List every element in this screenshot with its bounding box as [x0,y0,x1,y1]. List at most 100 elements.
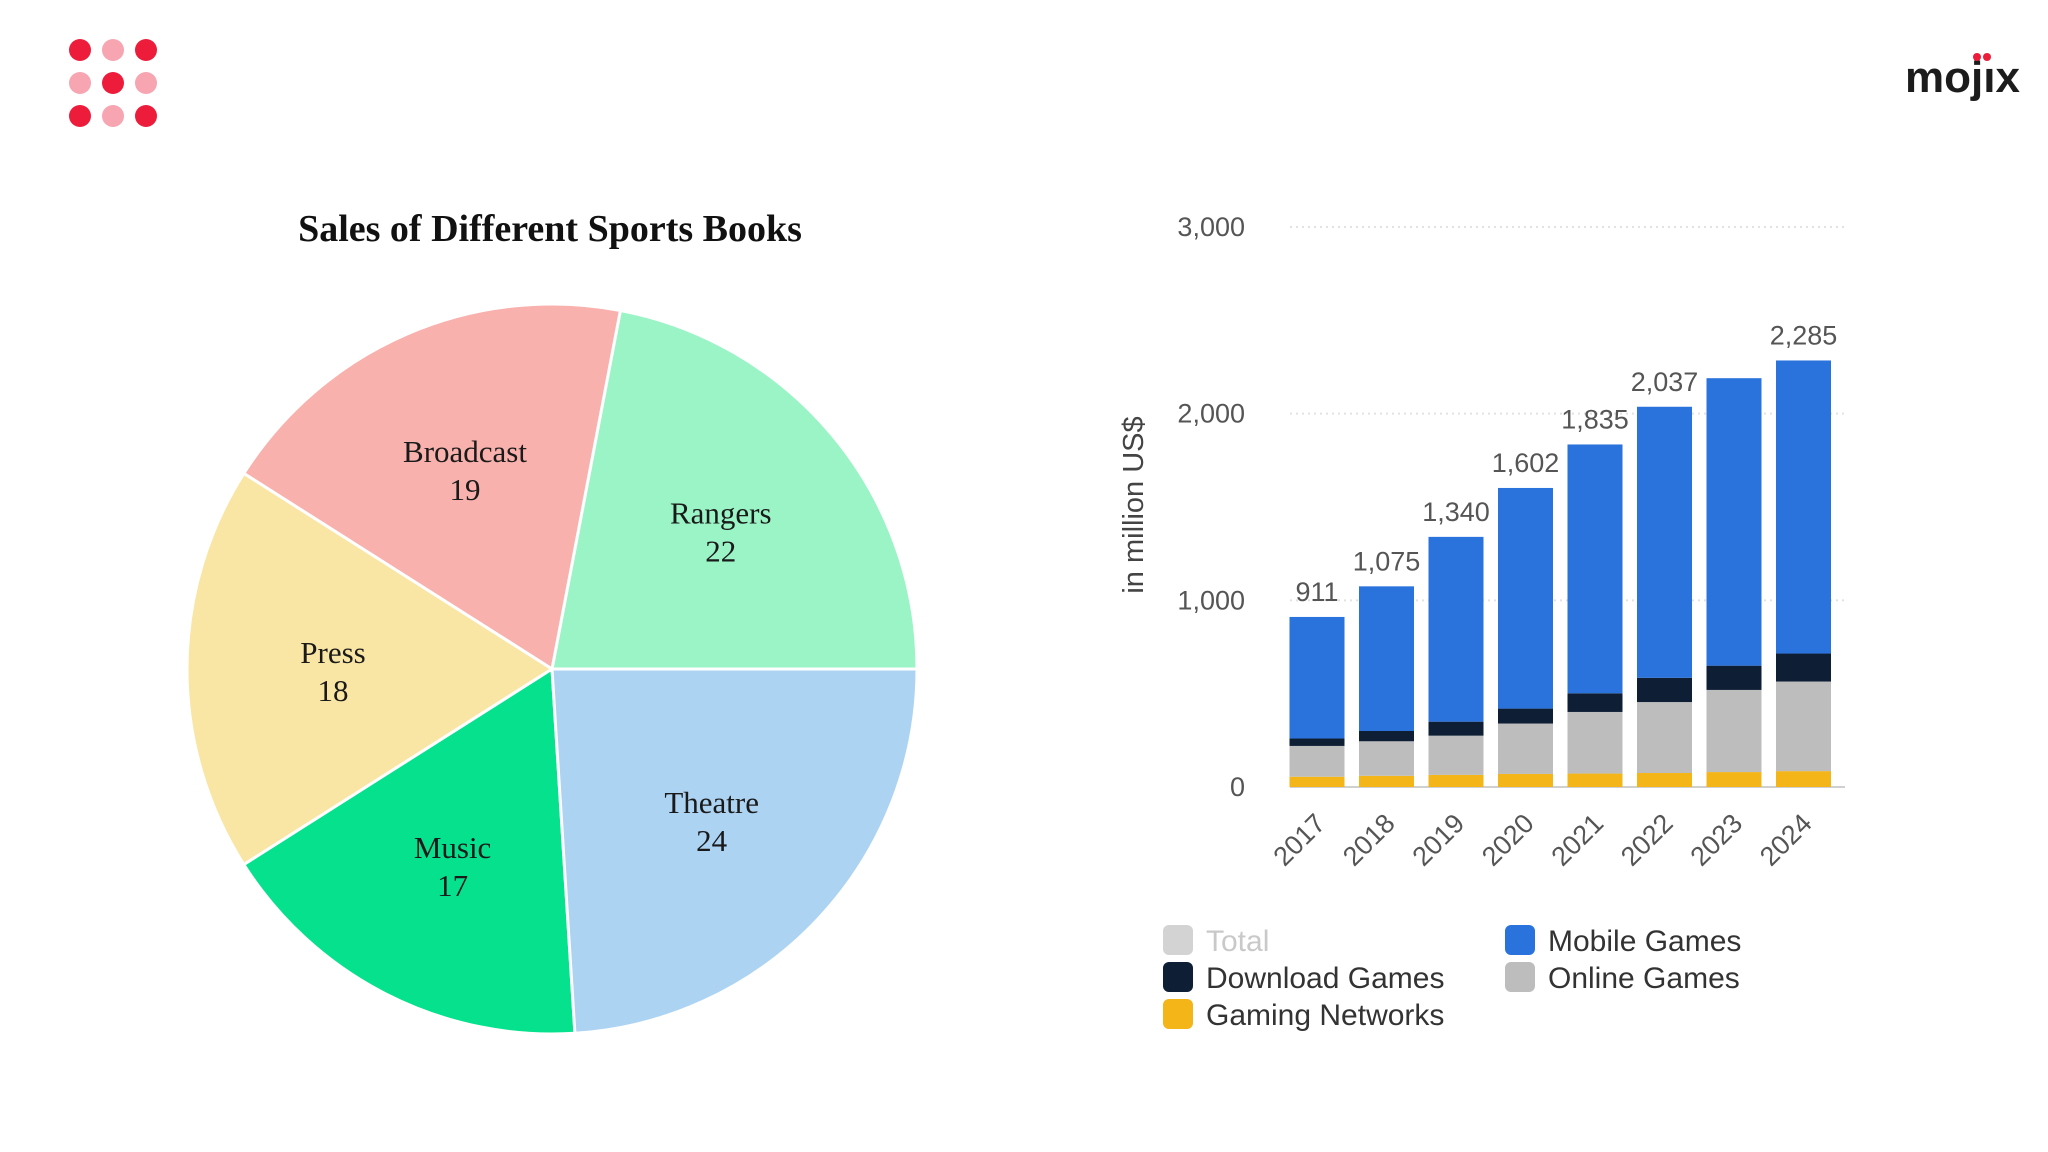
y-tick-label: 1,000 [1177,585,1245,615]
y-tick-label: 0 [1230,772,1245,802]
logo-dot-icon [69,39,91,61]
bar-stacks [1289,360,1831,787]
bar-segment-download-games [1289,738,1345,746]
bar-segment-online-games [1637,702,1692,773]
pie-slices [185,302,919,1036]
bar-total-label: 1,340 [1422,497,1490,527]
legend-swatch-icon [1163,962,1193,992]
logo-dot-icon [102,39,124,61]
y-axis-title: in million US$ [1118,416,1150,593]
pie-slice-music [241,666,577,1036]
x-tick-label: 2022 [1615,808,1679,872]
pie-value-theatre: 24 [696,823,728,858]
bar-total-label: 1,075 [1353,546,1421,576]
bar-segment-mobile-games [1706,378,1762,666]
legend-label: Gaming Networks [1206,999,1444,1032]
pie-slice-rangers [550,308,919,671]
bar-segment-online-games [1428,735,1484,775]
bar-segment-gaming-networks [1359,775,1414,787]
logo-dot-icon [69,72,91,94]
pie-slice-broadcast [241,302,623,672]
logo-dot-icon [69,105,91,127]
x-tick-label: 2024 [1754,808,1818,872]
y-axis-ticks: 0 1,000 2,000 3,000 [1177,212,1245,802]
brand-dot-left-icon [1973,53,1981,61]
y-tick-label: 2,000 [1177,399,1245,429]
bar-segment-download-games [1498,708,1553,724]
bar-total-label: 2,037 [1631,367,1699,397]
pie-value-rangers: 22 [705,533,736,568]
x-tick-label: 2018 [1337,808,1401,872]
logo-dot-icon [135,105,157,127]
bar-chart: 0 1,000 2,000 3,000 in million US$ 911 1,075… [1118,212,1845,1032]
bar-segment-mobile-games [1428,536,1484,722]
pie-label-rangers: Rangers [670,495,772,530]
bar-segment-online-games [1776,681,1831,772]
bar-segment-online-games [1567,711,1623,774]
bar-segment-gaming-networks [1498,773,1553,787]
x-tick-label: 2017 [1268,808,1332,872]
pie-slice-theatre [550,667,919,1035]
bar-segment-mobile-games [1289,616,1345,739]
pie-label-broadcast: Broadcast [403,434,527,469]
legend-label: Online Games [1548,962,1740,995]
logo-dot-icon [135,72,157,94]
logo-dot-icon [135,39,157,61]
bar-segment-gaming-networks [1776,771,1831,787]
x-tick-label: 2020 [1476,808,1540,872]
x-tick-label: 2019 [1407,808,1471,872]
bar-total-label: 1,602 [1492,448,1560,478]
bar-segment-mobile-games [1359,586,1414,731]
bar-segment-online-games [1289,745,1345,777]
bar-segment-gaming-networks [1428,774,1484,787]
bar-segment-gaming-networks [1706,772,1762,787]
x-axis-ticks: 2017 2018 2019 2020 2021 2022 2023 2024 [1268,808,1818,872]
bar-segment-download-games [1706,665,1762,690]
pie-title: Sales of Different Sports Books [298,208,802,250]
bar-segment-download-games [1359,731,1414,742]
brand-logo: mojıx [1905,53,2020,102]
logo-dot-icon [102,72,124,94]
pie-value-music: 17 [437,868,468,903]
bar-segment-mobile-games [1567,444,1623,694]
logo-dots-icon [69,39,157,127]
bar-segment-download-games [1567,693,1623,712]
legend-label: Download Games [1206,962,1444,995]
pie-label-music: Music [414,830,492,865]
pie-slice-press [185,471,555,867]
bar-segment-gaming-networks [1289,776,1345,787]
x-tick-label: 2021 [1546,808,1610,872]
brand-dot-right-icon [1983,53,1991,61]
legend-swatch-icon [1163,925,1193,955]
legend-swatch-icon [1163,999,1193,1029]
bar-segment-download-games [1776,653,1831,682]
bar-segment-download-games [1637,677,1692,703]
bar-segment-mobile-games [1498,487,1553,709]
pie-value-press: 18 [318,673,349,708]
bar-total-label: 911 [1295,577,1338,607]
legend-label: Mobile Games [1548,925,1741,958]
legend-swatch-icon [1505,925,1535,955]
bar-segment-online-games [1359,741,1414,776]
legend-swatch-icon [1505,962,1535,992]
bar-total-label: 1,835 [1561,404,1629,434]
bar-segment-download-games [1428,721,1484,736]
logo-dot-icon [102,105,124,127]
bar-segment-gaming-networks [1567,773,1623,787]
brand-name: mojıx [1905,53,2020,102]
bar-segment-online-games [1498,723,1553,774]
x-tick-label: 2023 [1685,808,1749,872]
bar-segment-mobile-games [1776,360,1831,654]
bar-total-label: 2,285 [1770,320,1838,350]
bar-segment-gaming-networks [1637,773,1692,787]
pie-label-theatre: Theatre [664,785,759,820]
bar-segment-mobile-games [1637,406,1692,678]
bar-legend: Total Download Games Gaming Networks Mobile… [1163,925,1741,1032]
legend-label: Total [1206,925,1269,958]
pie-chart: Sales of Different Sports Books Rangers2… [185,208,919,1036]
pie-value-broadcast: 19 [450,472,481,507]
bar-segment-online-games [1706,689,1762,773]
